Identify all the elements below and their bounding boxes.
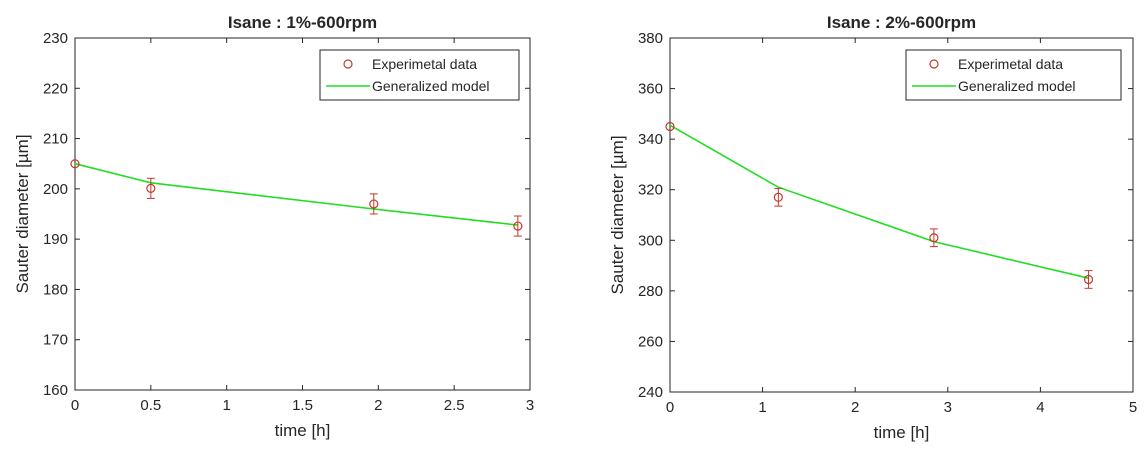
data-point-marker <box>146 183 156 193</box>
chart-title: Isane : 1%-600rpm <box>228 13 377 32</box>
chart-1: Isane : 1%-600rpm 0 0.5 1 1.5 2 2.5 3 160 170 180 1… <box>13 13 534 440</box>
legend-label-model: Generalized model <box>372 78 490 94</box>
data-point-marker <box>513 221 523 231</box>
legend-label-experimental: Experimetal data <box>958 56 1063 72</box>
y-tick-label: 220 <box>43 80 68 97</box>
x-tick-label: 1 <box>222 397 230 414</box>
series-line-generalized-model <box>669 124 1089 279</box>
x-tick-label: 5 <box>1129 399 1137 416</box>
x-tick-label: 3 <box>526 397 534 414</box>
x-tick-label: 3 <box>944 399 952 416</box>
y-tick-label: 260 <box>638 333 663 350</box>
y-tick-label: 320 <box>638 182 663 199</box>
data-point-marker <box>773 192 783 202</box>
chart-panel-left: Isane : 1%-600rpm 0 0.5 1 1.5 2 2.5 3 160 170 180 1… <box>0 0 560 456</box>
legend-label-model: Generalized model <box>958 78 1076 94</box>
data-point-marker <box>369 199 379 209</box>
x-tick-label: 0 <box>71 397 79 414</box>
y-tick-label: 300 <box>638 232 663 249</box>
data-point-marker <box>665 121 675 132</box>
x-axis-label: time [h] <box>874 423 930 442</box>
x-tick-label: 1.5 <box>292 397 313 414</box>
x-tick-label: 2 <box>851 399 859 416</box>
y-tick-label: 210 <box>43 131 68 148</box>
x-tick-label: 0.5 <box>140 397 161 414</box>
data-point-marker <box>70 159 80 169</box>
y-tick-label: 230 <box>43 30 68 47</box>
x-tick-label: 2 <box>374 397 382 414</box>
y-tick-label: 160 <box>43 382 68 399</box>
y-axis-label: Sauter diameter [µm] <box>608 135 627 294</box>
chart-2: Isane : 2%-600rpm 0 1 2 3 4 5 240 260 280 300 320 34… <box>608 13 1137 442</box>
legend-marker-experimental <box>343 59 353 69</box>
legend-label-experimental: Experimetal data <box>372 56 477 72</box>
data-point-marker <box>929 233 939 243</box>
y-tick-label: 380 <box>638 30 663 47</box>
y-tick-label: 170 <box>43 332 68 349</box>
x-axis-label: time [h] <box>275 421 331 440</box>
series-line-generalized-model <box>74 162 518 226</box>
x-tick-label: 2.5 <box>444 397 465 414</box>
x-tick-label: 4 <box>1036 399 1044 416</box>
y-tick-label: 340 <box>638 131 663 148</box>
y-tick-label: 360 <box>638 81 663 98</box>
y-tick-label: 180 <box>43 281 68 298</box>
x-tick-label: 1 <box>758 399 766 416</box>
chart-panel-right: Isane : 2%-600rpm 0 1 2 3 4 5 240 260 280 300 320 34… <box>590 0 1147 456</box>
y-tick-label: 240 <box>638 384 663 401</box>
chart-title: Isane : 2%-600rpm <box>827 13 976 32</box>
legend-box <box>905 49 1122 101</box>
legend-marker-experimental <box>929 59 939 69</box>
legend-box <box>319 49 520 101</box>
y-axis-label: Sauter diameter [µm] <box>13 134 32 293</box>
y-tick-label: 280 <box>638 283 663 300</box>
x-tick-label: 0 <box>666 399 674 416</box>
data-point-marker <box>1083 274 1094 285</box>
y-tick-label: 200 <box>43 181 68 198</box>
y-tick-label: 190 <box>43 231 68 248</box>
